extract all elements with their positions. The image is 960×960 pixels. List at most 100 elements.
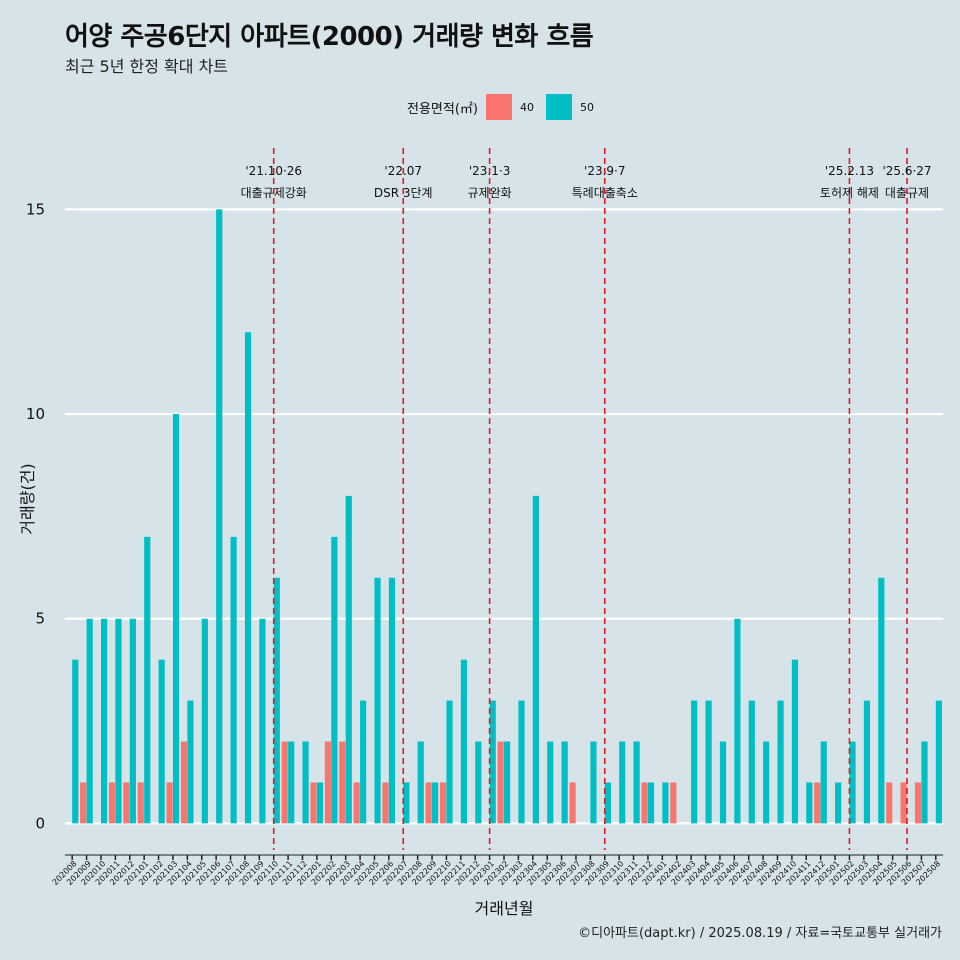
bar-40-202312 <box>641 782 648 824</box>
event-date-label: '22.07 <box>384 164 422 178</box>
bar-50-202210 <box>446 700 453 824</box>
x-axis-title: 거래년월 <box>475 899 534 918</box>
bar-50-202202 <box>331 536 338 824</box>
legend-swatch-40 <box>485 94 512 120</box>
bar-50-202010 <box>100 618 108 824</box>
bar-50-202412 <box>820 741 827 824</box>
bar-50-202406 <box>734 618 741 824</box>
bar-50-202011 <box>115 618 122 824</box>
bar-50-202305 <box>547 741 554 824</box>
bar-50-202309 <box>604 782 611 824</box>
bar-40-202412 <box>814 782 821 824</box>
bar-50-202304 <box>532 495 539 824</box>
bar-40-202505 <box>886 782 893 824</box>
chart-subtitle: 최근 5년 한정 확대 차트 <box>65 57 229 76</box>
bar-40-202009 <box>80 782 87 824</box>
bar-50-202501 <box>835 782 842 824</box>
bar-50-202204 <box>360 700 367 824</box>
bar-40-202402 <box>670 782 677 824</box>
bar-50-202508 <box>935 700 942 824</box>
bar-50-202206 <box>388 577 396 824</box>
legend: 전용면적(㎡) 40 50 <box>407 93 606 121</box>
bar-40-202202 <box>324 741 331 824</box>
bar-50-202301 <box>489 700 496 824</box>
bar-50-202504 <box>878 577 885 824</box>
bar-40-202012 <box>123 782 130 824</box>
bar-50-202308 <box>590 741 597 824</box>
event-date-label: '23.9·7 <box>584 164 625 178</box>
bar-50-202306 <box>561 741 568 824</box>
bar-50-202310 <box>619 741 626 824</box>
bar-50-202012 <box>129 618 136 824</box>
event-date-label: '25.2.13 <box>825 164 874 178</box>
bar-50-202110 <box>273 577 280 824</box>
bar-40-202506 <box>900 782 907 824</box>
bar-50-202401 <box>662 782 669 824</box>
bar-50-202405 <box>719 741 727 824</box>
bar-50-202108 <box>244 332 252 824</box>
bar-40-202507 <box>914 782 922 824</box>
y-tick-label: 5 <box>35 610 45 628</box>
bar-50-202111 <box>288 741 295 824</box>
bar-50-202203 <box>345 495 352 824</box>
bar-50-202209 <box>432 782 439 824</box>
bar-40-202101 <box>137 782 144 824</box>
y-tick-label: 0 <box>35 814 45 832</box>
bar-40-202011 <box>108 782 116 824</box>
bar-50-202411 <box>806 782 813 824</box>
bar-50-202201 <box>316 782 324 824</box>
legend-label-40: 40 <box>519 100 534 114</box>
bar-50-202102 <box>158 659 165 824</box>
bar-40-202204 <box>353 782 360 824</box>
bar-50-202503 <box>863 700 871 824</box>
event-date-label: '25.6·27 <box>882 164 931 178</box>
event-text-label: 토허제 해제 <box>820 186 879 200</box>
bar-50-202410 <box>791 659 799 824</box>
bar-50-202112 <box>302 741 309 824</box>
legend-label-50: 50 <box>579 100 594 114</box>
bar-40-202307 <box>569 782 576 824</box>
bar-40-202302 <box>497 741 504 824</box>
bar-50-202109 <box>259 618 266 824</box>
bar-40-202104 <box>180 741 188 824</box>
bar-50-202303 <box>518 700 525 824</box>
bar-50-202302 <box>504 741 511 824</box>
bar-40-202103 <box>166 782 173 824</box>
bar-40-202111 <box>281 741 288 824</box>
chart-title: 어양 주공6단지 아파트(2000) 거래량 변화 흐름 <box>65 22 594 52</box>
bar-50-202407 <box>748 700 755 824</box>
bar-40-202201 <box>310 782 317 824</box>
y-tick-label: 10 <box>26 405 45 423</box>
bar-50-202107 <box>230 536 237 824</box>
bar-40-202209 <box>425 782 432 824</box>
bar-50-202211 <box>460 659 467 824</box>
bar-50-202507 <box>921 741 928 824</box>
event-text-label: DSR 3단계 <box>374 186 433 200</box>
bar-50-202104 <box>187 700 194 824</box>
y-tick-label: 15 <box>26 200 45 218</box>
event-text-label: 특례대출축소 <box>572 186 638 200</box>
event-text-label: 대출규제강화 <box>241 186 307 200</box>
bar-40-202210 <box>439 782 447 824</box>
bar-50-202207 <box>403 782 410 824</box>
event-date-label: '21.10·26 <box>245 164 302 178</box>
bar-50-202106 <box>216 209 223 824</box>
event-date-label: '23.1·3 <box>469 164 510 178</box>
legend-swatch-50 <box>545 94 572 120</box>
source-caption: ©디아파트(dapt.kr) / 2025.08.19 / 자료=국토교통부 실… <box>578 926 942 941</box>
bar-50-202403 <box>691 700 698 824</box>
bar-40-202206 <box>382 782 389 824</box>
bar-50-202502 <box>849 741 856 824</box>
bar-50-202205 <box>374 577 381 824</box>
bar-50-202312 <box>647 782 655 824</box>
event-text-label: 대출규제 <box>885 186 929 200</box>
bar-50-202105 <box>201 618 208 824</box>
event-text-label: 규제완화 <box>468 186 512 200</box>
bar-50-202008 <box>72 659 79 824</box>
bar-50-202404 <box>705 700 712 824</box>
bar-50-202101 <box>144 536 151 824</box>
legend-title: 전용면적(㎡) <box>407 101 478 117</box>
bar-50-202212 <box>475 741 482 824</box>
